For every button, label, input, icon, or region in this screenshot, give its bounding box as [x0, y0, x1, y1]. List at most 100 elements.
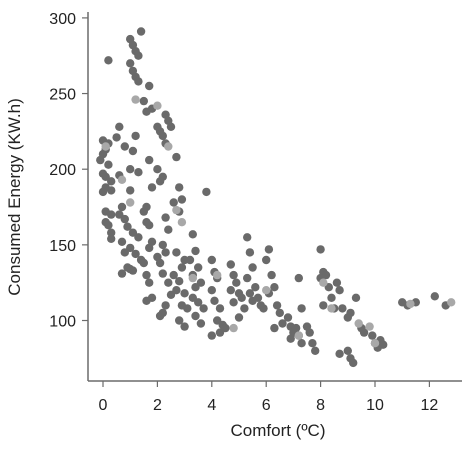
x-tick-label-6: 12: [421, 397, 439, 414]
data-point-dark-169: [305, 328, 314, 337]
data-point-dark-109: [185, 255, 195, 265]
y-axis-ticks: 100 150 200 250 300: [49, 11, 88, 331]
data-point-dark-35: [126, 59, 135, 68]
data-point-dark-23: [117, 202, 127, 212]
data-point-dark-152: [267, 270, 276, 280]
data-point-dark-99: [169, 270, 178, 280]
data-point-dark-93: [177, 195, 187, 204]
data-point-light-9: [213, 270, 222, 280]
x-axis-ticks: 0 2 4 6 8 10 12: [99, 381, 439, 414]
data-point-dark-132: [229, 270, 238, 280]
data-point-dark-71: [158, 131, 167, 141]
data-point-dark-53: [145, 81, 154, 91]
data-point-light-15: [354, 319, 363, 328]
data-point-light-17: [370, 339, 380, 348]
data-point-dark-185: [335, 349, 344, 358]
data-point-dark-107: [188, 230, 197, 239]
data-point-dark-163: [286, 334, 295, 343]
data-point-dark-155: [272, 301, 282, 310]
data-point-dark-151: [264, 245, 274, 254]
data-point-dark-79: [161, 213, 170, 222]
data-point-light-2: [126, 198, 135, 207]
data-point-dark-119: [202, 187, 211, 197]
data-point-dark-56: [145, 155, 154, 165]
data-point-light-10: [229, 323, 238, 333]
data-point-dark-27: [117, 237, 127, 246]
data-point-dark-191: [359, 328, 369, 337]
data-point-dark-74: [166, 122, 176, 131]
data-point-dark-94: [169, 198, 178, 207]
data-point-light-7: [177, 218, 187, 227]
data-point-light-8: [188, 273, 197, 283]
data-point-dark-124: [210, 296, 219, 305]
data-point-dark-90: [155, 311, 165, 321]
data-point-dark-48: [131, 249, 140, 259]
data-point-dark-167: [297, 304, 306, 313]
data-point-light-14: [327, 304, 336, 313]
data-point-dark-30: [117, 269, 127, 278]
data-point-dark-131: [226, 260, 235, 269]
data-point-dark-138: [240, 304, 249, 313]
data-point-dark-96: [172, 248, 181, 257]
data-point-dark-156: [275, 308, 284, 318]
data-point-dark-5: [96, 155, 105, 165]
data-point-dark-117: [191, 311, 200, 321]
data-point-dark-85: [158, 269, 167, 278]
x-tick-label-3: 6: [262, 397, 271, 414]
data-point-dark-106: [180, 322, 189, 331]
data-point-dark-113: [191, 283, 200, 292]
x-tick-label-0: 0: [99, 397, 108, 414]
data-point-dark-17: [107, 228, 116, 237]
data-point-dark-46: [134, 233, 143, 242]
data-point-dark-76: [153, 165, 162, 174]
data-point-dark-51: [128, 266, 138, 275]
data-point-dark-88: [161, 301, 170, 310]
data-point-dark-78: [155, 177, 165, 186]
y-tick-label-4: 300: [49, 11, 76, 28]
data-point-dark-157: [278, 319, 287, 328]
data-point-dark-128: [207, 331, 216, 340]
data-point-dark-184: [346, 308, 355, 318]
data-points: [96, 27, 456, 368]
data-point-dark-189: [351, 293, 361, 302]
data-point-light-12: [294, 331, 303, 340]
data-point-dark-192: [368, 331, 377, 340]
data-point-dark-41: [131, 131, 140, 141]
data-point-dark-178: [327, 293, 336, 302]
data-point-dark-188: [349, 358, 358, 368]
data-point-dark-63: [145, 243, 154, 253]
data-point-dark-20: [115, 122, 124, 131]
data-point-dark-45: [128, 228, 138, 237]
data-point-dark-123: [207, 286, 216, 295]
data-point-dark-100: [175, 277, 184, 286]
data-point-dark-84: [155, 258, 165, 268]
data-point-dark-137: [229, 298, 238, 307]
data-point-light-18: [447, 298, 456, 307]
data-point-dark-25: [120, 214, 129, 224]
data-point-dark-47: [126, 243, 135, 253]
data-point-dark-196: [379, 340, 388, 349]
y-axis-label: Consumed Energy (KW.h): [5, 98, 24, 295]
data-point-dark-26: [123, 222, 132, 231]
data-point-dark-125: [215, 304, 225, 313]
data-point-light-3: [131, 95, 140, 104]
data-point-light-11: [262, 286, 271, 295]
data-point-dark-40: [128, 146, 138, 156]
data-point-light-6: [172, 205, 181, 215]
data-point-light-0: [101, 142, 110, 151]
data-point-dark-140: [243, 233, 252, 242]
data-point-dark-170: [308, 339, 317, 348]
data-point-dark-158: [270, 323, 279, 333]
data-point-dark-52: [139, 96, 148, 106]
data-point-dark-55: [142, 107, 151, 116]
data-point-dark-44: [126, 186, 135, 195]
data-point-dark-61: [145, 221, 154, 230]
data-point-dark-21: [120, 142, 129, 151]
data-point-dark-43: [134, 168, 143, 177]
data-point-dark-153: [270, 283, 279, 292]
data-point-dark-68: [142, 296, 151, 305]
y-tick-label-0: 100: [49, 314, 76, 331]
data-point-dark-110: [194, 263, 203, 272]
data-point-dark-130: [221, 323, 230, 333]
